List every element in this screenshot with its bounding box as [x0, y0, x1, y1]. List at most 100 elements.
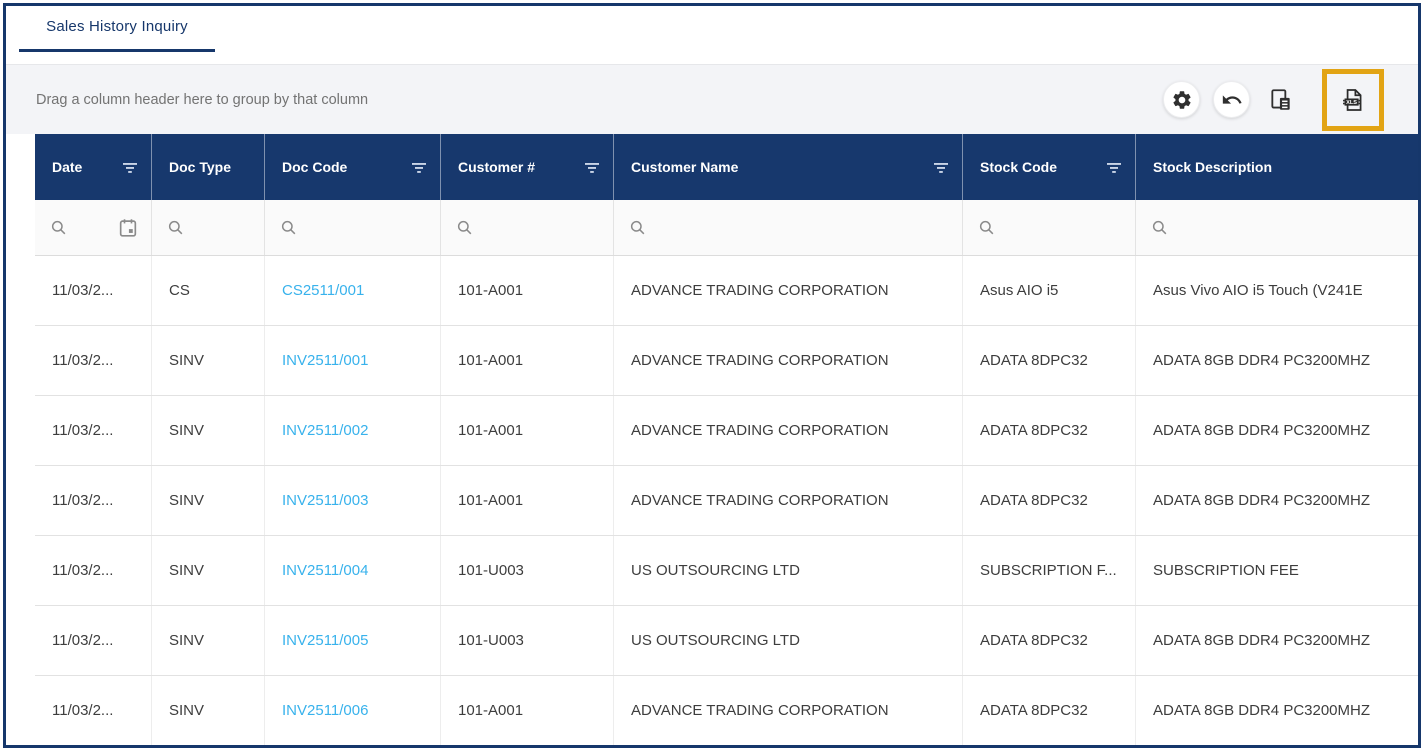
search-icon	[977, 218, 997, 238]
app-window: Sales History Inquiry Drag a column head…	[3, 3, 1421, 748]
filter-cell-customer_no[interactable]	[441, 200, 614, 255]
column-header-label: Stock Description	[1153, 159, 1273, 175]
column-header-label: Stock Code	[980, 159, 1058, 175]
cell-customer_no: 101-A001	[441, 396, 614, 465]
cell-stock_description: ADATA 8GB DDR4 PC3200MHZ	[1153, 352, 1371, 369]
cell-doc_code[interactable]: INV2511/001	[265, 326, 441, 395]
cell-date: 11/03/2...	[35, 676, 152, 745]
column-header-label: Doc Code	[282, 159, 348, 175]
cell-doc_code[interactable]: INV2511/006	[265, 676, 441, 745]
filter-cell-doc_type[interactable]	[152, 200, 265, 255]
filter-cell-stock_code[interactable]	[963, 200, 1136, 255]
cell-customer_name: ADVANCE TRADING CORPORATION	[614, 256, 963, 325]
filter-icon[interactable]	[1105, 160, 1123, 174]
cell-stock_code: ADATA 8DPC32	[963, 676, 1136, 745]
gear-icon	[1171, 89, 1193, 111]
cell-doc_type: SINV	[152, 676, 265, 745]
svg-text:XLS: XLS	[1346, 100, 1357, 106]
cell-stock_description: ADATA 8GB DDR4 PC3200MHZ	[1153, 632, 1371, 649]
column-header-stock_code[interactable]: Stock Code	[963, 134, 1136, 200]
cell-customer_no: 101-U003	[441, 606, 614, 675]
cell-customer_name: US OUTSOURCING LTD	[614, 606, 963, 675]
cell-date: 11/03/2...	[35, 326, 152, 395]
cell-date: 11/03/2...	[35, 536, 152, 605]
filter-icon[interactable]	[932, 160, 950, 174]
cell-stock_code: ADATA 8DPC32	[963, 396, 1136, 465]
filter-icon[interactable]	[583, 160, 601, 174]
filter-cell-customer_name[interactable]	[614, 200, 963, 255]
cell-doc_type: SINV	[152, 466, 265, 535]
cell-doc_code[interactable]: INV2511/005	[265, 606, 441, 675]
column-chooser-icon	[1268, 87, 1294, 113]
column-header-customer_name[interactable]: Customer Name	[614, 134, 963, 200]
column-header-label: Customer #	[458, 159, 536, 175]
column-header-label: Date	[52, 159, 83, 175]
column-header-customer_no[interactable]: Customer #	[441, 134, 614, 200]
cell-doc_type: SINV	[152, 326, 265, 395]
column-header-doc_code[interactable]: Doc Code	[265, 134, 441, 200]
table-row: 11/03/2... SINV INV2511/006 101-A001 ADVANCE…	[35, 676, 1418, 745]
cell-doc_code[interactable]: INV2511/004	[265, 536, 441, 605]
cell-stock_description: Asus Vivo AIO i5 Touch (V241E	[1153, 282, 1363, 299]
table-row: 11/03/2... CS CS2511/001 101-A001 ADVANCE TR…	[35, 256, 1418, 326]
column-header-stock_description[interactable]: Stock Description	[1136, 134, 1418, 200]
filter-icon[interactable]	[410, 160, 428, 174]
table-row: 11/03/2... SINV INV2511/002 101-A001 ADVANCE…	[35, 396, 1418, 466]
column-chooser-button[interactable]	[1263, 82, 1299, 118]
export-xlsx-button[interactable]: XLS	[1335, 82, 1371, 118]
undo-button[interactable]	[1213, 81, 1250, 118]
settings-button[interactable]	[1163, 81, 1200, 118]
filter-icon[interactable]	[121, 160, 139, 174]
grid-filter-row	[35, 200, 1418, 256]
grid-header-row: Date Doc Type Doc Code Customer # Customer N…	[35, 134, 1418, 200]
table-row: 11/03/2... SINV INV2511/001 101-A001 ADVANCE…	[35, 326, 1418, 396]
cell-date: 11/03/2...	[35, 256, 152, 325]
cell-customer_name: ADVANCE TRADING CORPORATION	[614, 326, 963, 395]
search-icon	[166, 218, 186, 238]
cell-customer_no: 101-A001	[441, 256, 614, 325]
table-row: 11/03/2... SINV INV2511/003 101-A001 ADVANCE…	[35, 466, 1418, 536]
filter-cell-doc_code[interactable]	[265, 200, 441, 255]
cell-date: 11/03/2...	[35, 606, 152, 675]
cell-doc_code[interactable]: INV2511/003	[265, 466, 441, 535]
table-row: 11/03/2... SINV INV2511/004 101-U003 US OUTS…	[35, 536, 1418, 606]
cell-customer_no: 101-A001	[441, 466, 614, 535]
cell-customer_name: ADVANCE TRADING CORPORATION	[614, 466, 963, 535]
cell-doc_code[interactable]: CS2511/001	[265, 256, 441, 325]
cell-stock_code: SUBSCRIPTION F...	[963, 536, 1136, 605]
cell-date: 11/03/2...	[35, 466, 152, 535]
cell-customer_name: US OUTSOURCING LTD	[614, 536, 963, 605]
column-header-doc_type[interactable]: Doc Type	[152, 134, 265, 200]
cell-customer_name: ADVANCE TRADING CORPORATION	[614, 396, 963, 465]
cell-stock_description: ADATA 8GB DDR4 PC3200MHZ	[1153, 492, 1371, 509]
grid-body: 11/03/2... CS CS2511/001 101-A001 ADVANCE TR…	[35, 256, 1418, 745]
cell-customer_no: 101-A001	[441, 326, 614, 395]
cell-stock_code: ADATA 8DPC32	[963, 466, 1136, 535]
cell-stock_description: SUBSCRIPTION FEE	[1153, 562, 1299, 579]
cell-doc_type: SINV	[152, 606, 265, 675]
filter-cell-date[interactable]	[35, 200, 152, 255]
group-panel-hint: Drag a column header here to group by th…	[36, 91, 369, 108]
cell-doc_type: SINV	[152, 536, 265, 605]
cell-customer_no: 101-A001	[441, 676, 614, 745]
calendar-icon[interactable]	[117, 217, 139, 239]
grid-toolbar: XLS	[1163, 68, 1384, 131]
cell-doc_type: CS	[152, 256, 265, 325]
cell-doc_type: SINV	[152, 396, 265, 465]
search-icon	[49, 218, 69, 238]
xlsx-export-icon: XLS	[1340, 87, 1366, 113]
cell-stock_description: ADATA 8GB DDR4 PC3200MHZ	[1153, 702, 1371, 719]
cell-doc_code[interactable]: INV2511/002	[265, 396, 441, 465]
undo-icon	[1221, 89, 1243, 111]
table-row: 11/03/2... SINV INV2511/005 101-U003 US OUTS…	[35, 606, 1418, 676]
tab-strip: Sales History Inquiry	[6, 6, 1418, 64]
cell-date: 11/03/2...	[35, 396, 152, 465]
export-highlight-box: XLS	[1322, 68, 1384, 131]
cell-stock_code: Asus AIO i5	[963, 256, 1136, 325]
search-icon	[279, 218, 299, 238]
column-header-label: Doc Type	[169, 159, 231, 175]
search-icon	[455, 218, 475, 238]
tab-sales-history-inquiry[interactable]: Sales History Inquiry	[19, 18, 215, 52]
column-header-date[interactable]: Date	[35, 134, 152, 200]
filter-cell-stock_description[interactable]	[1136, 200, 1418, 255]
